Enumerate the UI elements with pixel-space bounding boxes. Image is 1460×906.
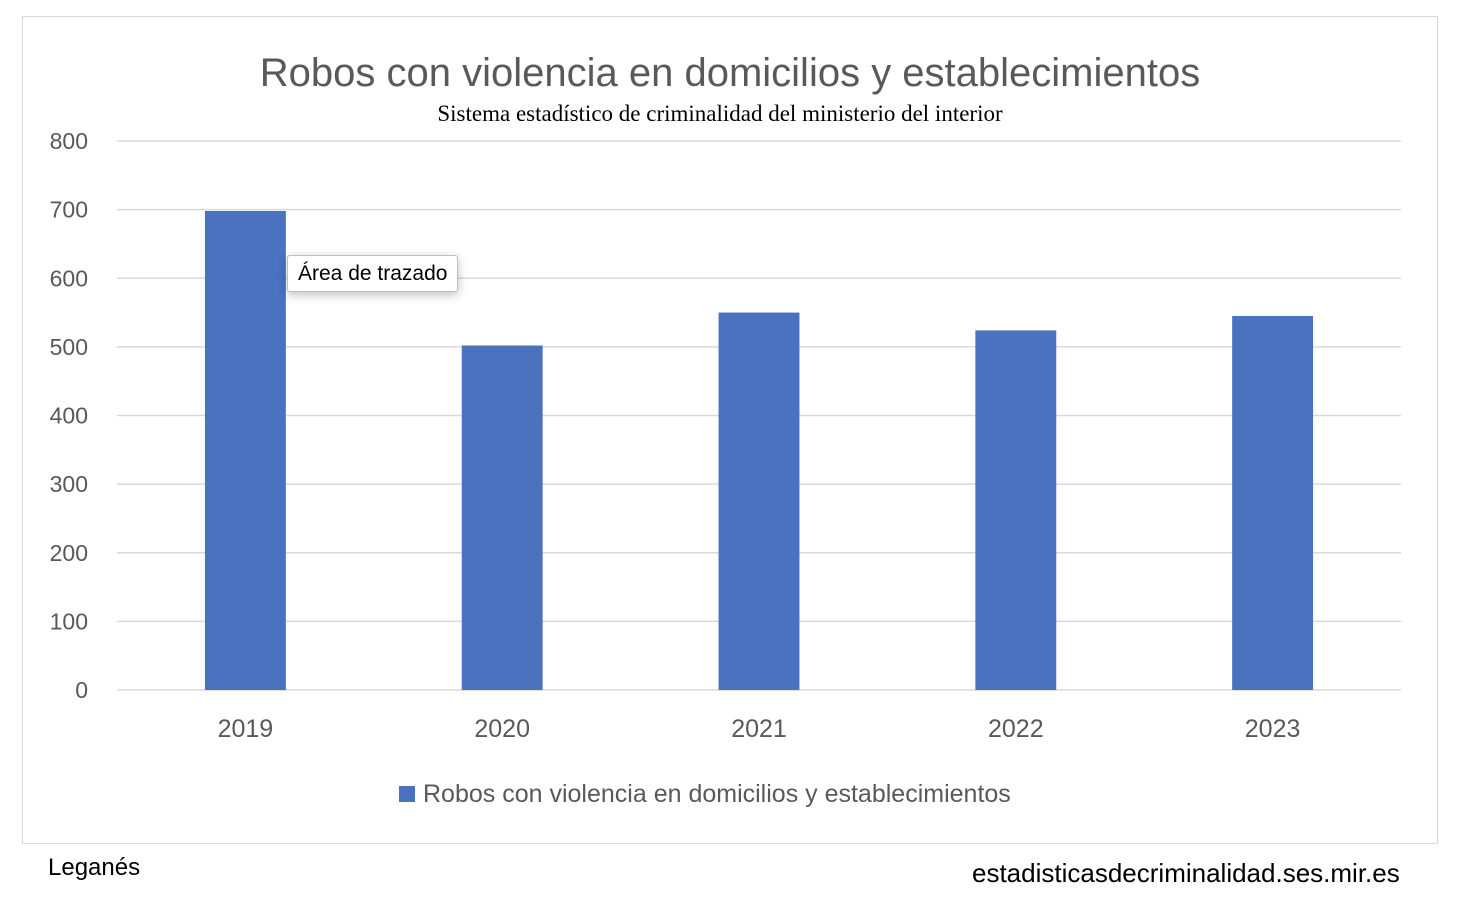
- y-tick-label: 0: [75, 677, 88, 703]
- legend[interactable]: Robos con violencia en domicilios y esta…: [399, 780, 1011, 808]
- legend-label: Robos con violencia en domicilios y esta…: [423, 780, 1011, 808]
- bar-2019[interactable]: [204, 210, 286, 690]
- y-tick-label: 600: [50, 265, 88, 291]
- bars[interactable]: [204, 210, 1314, 690]
- y-axis: 0 100 200 300 400 500 600 700 800: [50, 128, 88, 703]
- y-tick-label: 300: [50, 471, 88, 497]
- x-tick-label: 2021: [731, 715, 787, 743]
- y-tick-label: 500: [50, 334, 88, 360]
- chart-subtitle: Sistema estadístico de criminalidad del …: [437, 101, 1003, 126]
- bar-2023[interactable]: [1232, 315, 1314, 690]
- y-tick-label: 100: [50, 608, 88, 634]
- footer-location: Leganés: [48, 854, 141, 881]
- y-tick-label: 700: [50, 197, 88, 223]
- legend-swatch: [399, 786, 415, 802]
- bar-2020[interactable]: [461, 345, 543, 690]
- y-tick-label: 800: [50, 128, 88, 154]
- plot-area-tooltip: Área de trazado: [287, 255, 459, 292]
- x-tick-label: 2019: [218, 715, 274, 743]
- x-axis: 2019 2020 2021 2022 2023: [218, 715, 1301, 743]
- y-tick-label: 200: [50, 540, 88, 566]
- x-tick-label: 2023: [1245, 715, 1301, 743]
- x-tick-label: 2022: [988, 715, 1044, 743]
- bar-2022[interactable]: [975, 330, 1057, 690]
- y-tick-label: 400: [50, 403, 88, 429]
- footer-source: estadisticasdecriminalidad.ses.mir.es: [972, 858, 1400, 888]
- x-tick-label: 2020: [474, 715, 530, 743]
- chart-title: Robos con violencia en domicilios y esta…: [260, 51, 1200, 95]
- bar-2021[interactable]: [718, 312, 800, 690]
